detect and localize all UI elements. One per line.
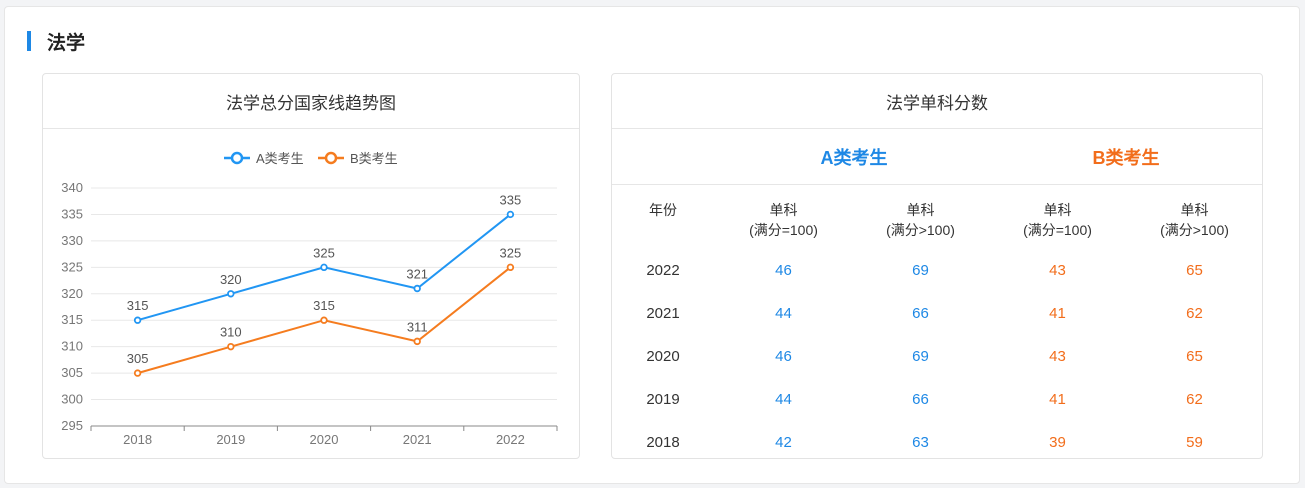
header-line: (满分=100) <box>1023 222 1092 238</box>
table-row: 2021 44 66 41 62 <box>611 292 1263 335</box>
x-tick-label: 2022 <box>496 432 525 447</box>
group-header-row: A类考生 B类考生 <box>612 129 1262 185</box>
cell-year: 2021 <box>646 305 680 322</box>
cell-b-full100: 41 <box>1049 305 1066 322</box>
data-point <box>133 369 142 377</box>
cell-b-over100: 59 <box>1186 434 1203 451</box>
cell-a-full100: 44 <box>775 391 792 408</box>
table-header-row: 年份 单科 (满分=100) 单科 (满分>100) 单科 (满分=100) 单科 (满… <box>611 189 1263 249</box>
legend-label: A类考生 <box>256 151 304 166</box>
cell-b-over100: 62 <box>1186 305 1203 322</box>
scores-table: 年份 单科 (满分=100) 单科 (满分>100) 单科 (满分=100) 单科 (满… <box>611 189 1263 464</box>
cell-a-full100: 46 <box>775 348 792 365</box>
data-label: 311 <box>407 319 428 334</box>
x-tick-label: 2019 <box>216 432 245 447</box>
law-section-panel: 法学 法学总分国家线趋势图 295 300 305 310 315 320 325 330 33… <box>4 6 1300 484</box>
cell-b-full100: 41 <box>1049 391 1066 408</box>
table-card-title: 法学单科分数 <box>612 74 1262 129</box>
data-point <box>320 316 328 324</box>
cell-a-over100: 69 <box>912 262 929 279</box>
y-tick-label: 315 <box>61 312 83 327</box>
y-tick-label: 305 <box>61 365 83 380</box>
cell-a-over100: 66 <box>912 305 929 322</box>
cell-year: 2018 <box>646 434 680 451</box>
cell-a-over100: 63 <box>912 434 929 451</box>
y-tick-label: 335 <box>61 206 83 221</box>
cell-year: 2022 <box>646 262 680 279</box>
header-line: 单科 <box>1043 202 1072 218</box>
group-a-label: A类考生 <box>820 147 888 168</box>
data-point <box>413 284 421 293</box>
legend-swatch-marker <box>230 151 244 165</box>
cell-b-over100: 62 <box>1186 391 1203 408</box>
data-point <box>227 290 235 298</box>
group-b-label: B类考生 <box>1092 147 1160 168</box>
section-title: 法学 <box>47 32 86 54</box>
data-label: 321 <box>406 266 428 281</box>
data-label: 325 <box>313 245 335 260</box>
data-label: 305 <box>127 351 149 366</box>
data-label: 310 <box>220 325 242 340</box>
y-tick-label: 320 <box>61 286 83 301</box>
data-label: 315 <box>313 298 335 313</box>
header-line: 单科 <box>906 202 935 218</box>
cell-b-full100: 43 <box>1049 348 1066 365</box>
data-point <box>320 263 328 272</box>
data-label: 335 <box>500 192 522 207</box>
y-tick-label: 330 <box>61 233 83 248</box>
header-year-label: 年份 <box>649 202 677 218</box>
cell-b-over100: 65 <box>1186 348 1203 365</box>
data-point <box>506 263 515 272</box>
section-header: 法学 <box>27 31 85 54</box>
cell-year: 2019 <box>646 391 680 408</box>
scores-table-card: 法学单科分数 A类考生 B类考生 年份 单科 (满分=100) 单科 (满分>100… <box>611 73 1263 459</box>
trend-line-chart: 295 300 305 310 315 320 325 330 335 340 2018 2019 20… <box>61 151 558 447</box>
cell-a-full100: 46 <box>775 262 792 279</box>
cell-a-full100: 42 <box>775 434 792 451</box>
header-a-full100: 单科 (满分=100) <box>715 189 852 249</box>
trend-chart-card: 法学总分国家线趋势图 295 300 305 310 315 320 325 330 335 34… <box>42 73 580 459</box>
legend-label: B类考生 <box>350 151 398 166</box>
y-tick-label: 340 <box>61 180 83 195</box>
data-label: 325 <box>500 245 522 260</box>
y-tick-label: 325 <box>61 259 83 274</box>
header-line: (满分>100) <box>886 222 955 238</box>
header-line: 单科 <box>769 202 798 218</box>
data-label: 315 <box>127 298 149 313</box>
header-a-over100: 单科 (满分>100) <box>852 189 989 249</box>
y-tick-label: 295 <box>61 418 83 433</box>
table-row: 2018 42 63 39 59 <box>611 421 1263 464</box>
data-label: 320 <box>220 272 242 287</box>
cell-b-full100: 43 <box>1049 262 1066 279</box>
header-line: 单科 <box>1180 202 1209 218</box>
cell-b-over100: 65 <box>1186 262 1203 279</box>
x-tick-label: 2021 <box>403 432 432 447</box>
legend-swatch-marker <box>324 151 338 165</box>
x-tick-label: 2018 <box>123 432 152 447</box>
cell-year: 2020 <box>646 348 680 365</box>
cell-a-full100: 44 <box>775 305 792 322</box>
header-b-full100: 单科 (满分=100) <box>989 189 1126 249</box>
x-tick-label: 2020 <box>310 432 339 447</box>
cell-a-over100: 66 <box>912 391 929 408</box>
header-line: (满分>100) <box>1160 222 1229 238</box>
data-point <box>413 337 421 346</box>
table-row: 2022 46 69 43 65 <box>611 249 1263 292</box>
data-point <box>227 342 235 351</box>
cell-a-over100: 69 <box>912 348 929 365</box>
data-point <box>133 316 142 324</box>
header-year: 年份 <box>611 189 715 249</box>
data-point <box>506 210 515 219</box>
y-tick-label: 300 <box>61 392 83 407</box>
table-row: 2019 44 66 41 62 <box>611 378 1263 421</box>
header-b-over100: 单科 (满分>100) <box>1126 189 1263 249</box>
chart-card-title: 法学总分国家线趋势图 <box>43 74 579 129</box>
section-accent-bar <box>27 31 31 51</box>
y-tick-label: 310 <box>61 339 83 354</box>
cell-b-full100: 39 <box>1049 434 1066 451</box>
table-row: 2020 46 69 43 65 <box>611 335 1263 378</box>
header-line: (满分=100) <box>749 222 818 238</box>
